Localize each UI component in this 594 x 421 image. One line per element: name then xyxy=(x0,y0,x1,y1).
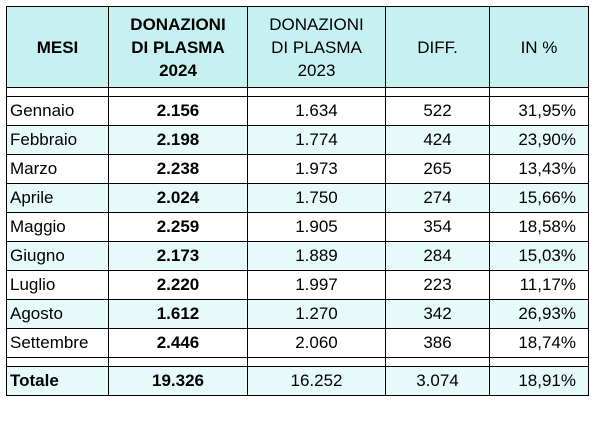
cell-month: Marzo xyxy=(6,154,109,184)
table-row: Maggio 2.259 1.905 354 18,58% xyxy=(6,212,589,242)
cell-donations-2024: 19.326 xyxy=(108,366,248,396)
cell-donations-2024: 2.446 xyxy=(108,328,248,358)
cell-month: Giugno xyxy=(6,241,109,271)
cell-difference: 522 xyxy=(385,96,490,126)
header-donazioni-2023-line3: 2023 xyxy=(297,60,336,80)
cell-difference: 342 xyxy=(385,299,490,329)
cell-donations-2024: 2.198 xyxy=(108,125,248,155)
header-mesi: MESI xyxy=(6,6,109,88)
cell-donations-2023: 1.997 xyxy=(247,270,386,300)
cell-percent: 15,66% xyxy=(489,183,589,213)
cell-donations-2023: 1.750 xyxy=(247,183,386,213)
table-body: Gennaio 2.156 1.634 522 31,95% Febbraio 2.198 1… xyxy=(6,87,589,396)
cell-percent: 23,90% xyxy=(489,125,589,155)
cell-donations-2023: 1.774 xyxy=(247,125,386,155)
cell-donations-2023: 1.973 xyxy=(247,154,386,184)
cell-difference: 274 xyxy=(385,183,490,213)
header-donazioni-2024-line3: 2024 xyxy=(159,60,197,80)
table-row: Settembre 2.446 2.060 386 18,74% xyxy=(6,328,589,358)
spacer-row xyxy=(6,357,589,367)
table-row: Marzo 2.238 1.973 265 13,43% xyxy=(6,154,589,184)
plasma-donations-table: MESI DONAZIONI DI PLASMA 2024 DONAZIONI … xyxy=(6,6,589,396)
cell-month: Totale xyxy=(6,366,109,396)
cell-donations-2023: 2.060 xyxy=(247,328,386,358)
cell-difference: 354 xyxy=(385,212,490,242)
header-donazioni-2024-line1: DONAZIONI xyxy=(130,14,226,34)
cell-month: Agosto xyxy=(6,299,109,329)
cell-percent: 31,95% xyxy=(489,96,589,126)
header-row: MESI DONAZIONI DI PLASMA 2024 DONAZIONI … xyxy=(6,6,589,88)
spacer-row xyxy=(6,87,589,97)
cell-donations-2024: 2.259 xyxy=(108,212,248,242)
cell-percent: 11,17% xyxy=(489,270,589,300)
cell-month: Maggio xyxy=(6,212,109,242)
cell-month: Febbraio xyxy=(6,125,109,155)
cell-donations-2024: 2.238 xyxy=(108,154,248,184)
header-donazioni-2023-line1: DONAZIONI xyxy=(269,14,364,34)
cell-donations-2023: 1.889 xyxy=(247,241,386,271)
table-row: Febbraio 2.198 1.774 424 23,90% xyxy=(6,125,589,155)
cell-donations-2024: 2.156 xyxy=(108,96,248,126)
cell-difference: 223 xyxy=(385,270,490,300)
cell-donations-2024: 2.024 xyxy=(108,183,248,213)
cell-donations-2023: 1.905 xyxy=(247,212,386,242)
cell-month: Luglio xyxy=(6,270,109,300)
table-row: Giugno 2.173 1.889 284 15,03% xyxy=(6,241,589,271)
total-row: Totale 19.326 16.252 3.074 18,91% xyxy=(6,366,589,396)
header-diff: DIFF. xyxy=(385,6,490,88)
cell-month: Gennaio xyxy=(6,96,109,126)
header-donazioni-2024-line2: DI PLASMA xyxy=(131,37,225,57)
cell-percent: 18,91% xyxy=(489,366,589,396)
cell-difference: 284 xyxy=(385,241,490,271)
cell-donations-2023: 16.252 xyxy=(247,366,386,396)
header-percent: IN % xyxy=(489,6,589,88)
cell-difference: 265 xyxy=(385,154,490,184)
table-row: Aprile 2.024 1.750 274 15,66% xyxy=(6,183,589,213)
cell-difference: 424 xyxy=(385,125,490,155)
table-row: Agosto 1.612 1.270 342 26,93% xyxy=(6,299,589,329)
header-donazioni-2024: DONAZIONI DI PLASMA 2024 xyxy=(108,6,248,88)
header-donazioni-2023-line2: DI PLASMA xyxy=(271,37,362,57)
cell-donations-2024: 2.220 xyxy=(108,270,248,300)
cell-donations-2023: 1.634 xyxy=(247,96,386,126)
cell-percent: 26,93% xyxy=(489,299,589,329)
cell-difference: 386 xyxy=(385,328,490,358)
cell-percent: 18,74% xyxy=(489,328,589,358)
cell-donations-2023: 1.270 xyxy=(247,299,386,329)
cell-difference: 3.074 xyxy=(385,366,490,396)
cell-percent: 15,03% xyxy=(489,241,589,271)
cell-month: Aprile xyxy=(6,183,109,213)
cell-percent: 18,58% xyxy=(489,212,589,242)
table-row: Luglio 2.220 1.997 223 11,17% xyxy=(6,270,589,300)
header-donazioni-2023: DONAZIONI DI PLASMA 2023 xyxy=(247,6,386,88)
cell-month: Settembre xyxy=(6,328,109,358)
plasma-donations-table-container: MESI DONAZIONI DI PLASMA 2024 DONAZIONI … xyxy=(6,6,589,396)
cell-donations-2024: 1.612 xyxy=(108,299,248,329)
cell-percent: 13,43% xyxy=(489,154,589,184)
table-row: Gennaio 2.156 1.634 522 31,95% xyxy=(6,96,589,126)
cell-donations-2024: 2.173 xyxy=(108,241,248,271)
